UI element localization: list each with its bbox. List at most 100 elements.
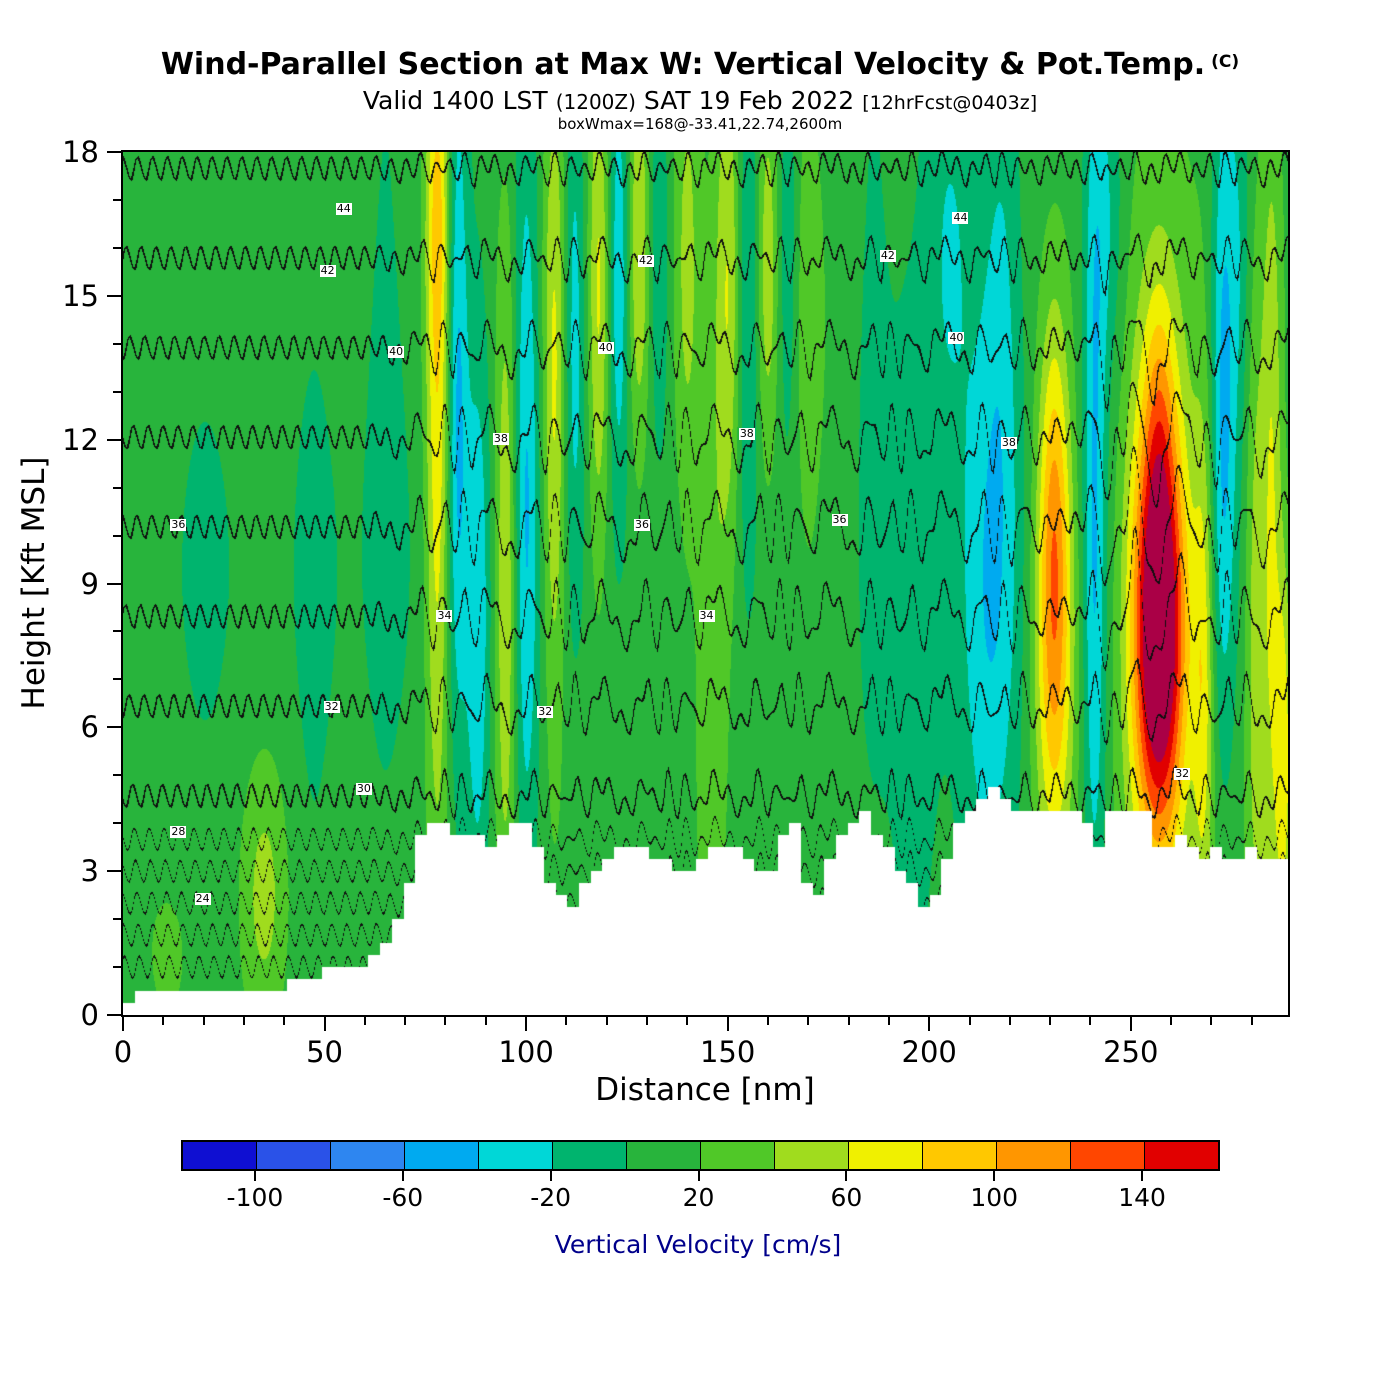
x-major-tick: [122, 1017, 124, 1031]
colorbar-tick: [697, 1171, 700, 1181]
colorbar-segment: [923, 1142, 997, 1169]
y-minor-tick: [113, 822, 121, 825]
x-minor-tick: [646, 1017, 649, 1025]
colorbar-tick-label: 100: [970, 1183, 1019, 1212]
colorbar-segment: [1145, 1142, 1218, 1169]
colorbar-segment: [183, 1142, 257, 1169]
colorbar-tick: [845, 1171, 848, 1181]
y-minor-tick: [113, 198, 121, 201]
isentrope-label: 32: [323, 700, 340, 714]
colorbar-segment: [1071, 1142, 1145, 1169]
isentrope-label: 34: [698, 609, 715, 623]
colorbar-tick: [549, 1171, 552, 1181]
y-major-tick: [107, 726, 121, 729]
chart-title-units: (C): [1211, 52, 1240, 72]
colorbar-segment: [997, 1142, 1071, 1169]
isentrope-label: 36: [170, 517, 187, 531]
y-minor-tick: [113, 342, 121, 345]
x-minor-tick: [363, 1017, 366, 1025]
colorbar-tick: [401, 1171, 404, 1181]
colorbar-segment: [627, 1142, 701, 1169]
x-minor-tick: [404, 1017, 407, 1025]
colorbar-segment: [257, 1142, 331, 1169]
x-minor-tick: [242, 1017, 245, 1025]
x-minor-tick: [1008, 1017, 1011, 1025]
header: Wind-Parallel Section at Max W: Vertical…: [0, 47, 1400, 134]
colorbar-segment: [849, 1142, 923, 1169]
x-tick-label: 50: [306, 1035, 343, 1069]
x-minor-tick: [202, 1017, 205, 1025]
x-minor-tick: [1049, 1017, 1052, 1025]
x-tick-label: 100: [498, 1035, 554, 1069]
y-minor-tick: [113, 966, 121, 969]
isentrope-label: 36: [634, 517, 651, 531]
isentrope-label: 28: [170, 824, 187, 838]
isentrope-label: 38: [738, 426, 755, 440]
isentrope-label: 42: [879, 249, 896, 263]
x-minor-tick: [283, 1017, 286, 1025]
x-major-tick: [726, 1017, 729, 1031]
isentrope-label: 44: [335, 201, 352, 215]
y-minor-tick: [113, 678, 121, 681]
x-minor-tick: [1250, 1017, 1253, 1025]
x-major-tick: [928, 1017, 931, 1031]
chart-title-text: Wind-Parallel Section at Max W: Vertical…: [160, 47, 1206, 82]
x-tick-label: 0: [113, 1035, 133, 1069]
x-minor-tick: [484, 1017, 487, 1025]
forecast-cycle: [12hrFcst@0403z]: [862, 91, 1038, 114]
x-minor-tick: [686, 1017, 689, 1025]
x-minor-tick: [162, 1017, 165, 1025]
x-major-tick: [1129, 1017, 1132, 1031]
x-minor-tick: [605, 1017, 608, 1025]
y-major-tick: [107, 438, 121, 441]
colorbar-segment: [701, 1142, 775, 1169]
y-major-tick: [107, 294, 121, 297]
y-major-tick: [107, 582, 121, 585]
y-tick-label: 9: [80, 566, 99, 601]
y-minor-tick: [113, 486, 121, 489]
colorbar-segment: [479, 1142, 553, 1169]
x-tick-label: 200: [901, 1035, 957, 1069]
y-minor-tick: [113, 246, 121, 249]
x-minor-tick: [565, 1017, 568, 1025]
isentrope-label: 40: [948, 330, 965, 344]
colorbar-segment: [775, 1142, 849, 1169]
y-minor-tick: [113, 630, 121, 633]
y-minor-tick: [113, 774, 121, 777]
valid-date: SAT 19 Feb 2022: [643, 85, 855, 115]
x-minor-tick: [1089, 1017, 1092, 1025]
y-tick-label: 6: [80, 710, 99, 745]
isentrope-label: 42: [319, 263, 336, 277]
cross-section-field-canvas: [123, 152, 1288, 1015]
x-major-tick: [525, 1017, 528, 1031]
colorbar-tick-label: -20: [530, 1183, 572, 1212]
y-minor-tick: [113, 918, 121, 921]
y-tick-label: 3: [80, 854, 99, 889]
cross-section-plot: 44 44 42 42 42 40 40 40 38 38 38 36 36 36 34 34 32 32 32 30…: [121, 150, 1290, 1017]
x-tick-label: 150: [699, 1035, 756, 1069]
x-tick-label: 250: [1103, 1035, 1159, 1069]
y-tick-label: 12: [62, 422, 99, 457]
isentrope-label: 30: [355, 781, 372, 795]
x-minor-tick: [807, 1017, 810, 1025]
isentrope-label: 42: [638, 254, 655, 268]
x-minor-tick: [1170, 1017, 1173, 1025]
colorbar-segment: [553, 1142, 627, 1169]
valid-time-z: (1200Z): [555, 89, 636, 114]
isentrope-label: 36: [831, 513, 848, 527]
y-tick-label: 18: [62, 135, 99, 169]
isentrope-label: 38: [1000, 436, 1017, 450]
isentrope-label: 44: [952, 211, 969, 225]
y-major-tick: [107, 870, 121, 873]
x-minor-tick: [968, 1017, 971, 1025]
wmax-annotation: boxWmax=168@-33.41,22.74,2600m: [557, 115, 843, 134]
isentrope-label: 34: [436, 609, 453, 623]
colorbar-tick-label: 140: [1118, 1183, 1166, 1212]
y-minor-tick: [113, 534, 121, 537]
x-minor-tick: [766, 1017, 769, 1025]
colorbar-tick-label: 60: [830, 1183, 863, 1212]
y-major-tick: [107, 151, 121, 153]
colorbar-segment: [331, 1142, 405, 1169]
valid-time: Valid 1400 LST: [362, 85, 548, 115]
